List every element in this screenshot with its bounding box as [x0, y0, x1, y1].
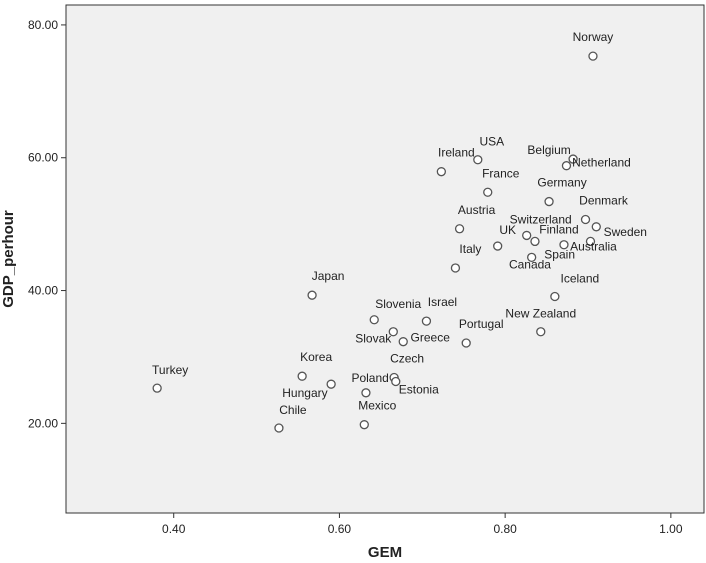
data-point-marker: [421, 316, 432, 326]
data-point-marker: [522, 230, 532, 241]
data-point-marker: [559, 240, 569, 250]
data-point-marker: [461, 338, 471, 348]
data-point-label: Poland: [351, 371, 388, 385]
data-point-marker: [483, 187, 493, 197]
data-point-marker: [369, 315, 379, 325]
data-point-label: Japan: [312, 269, 345, 283]
data-point-marker: [580, 214, 591, 225]
x-tick-label: 1.00: [659, 522, 683, 536]
data-point-marker: [561, 161, 572, 171]
data-point-marker: [152, 383, 162, 393]
data-point-marker: [326, 379, 336, 389]
data-point-label: Israel: [428, 295, 457, 309]
y-axis-title: GDP_perhour: [0, 210, 17, 308]
x-tick-label: 0.40: [162, 522, 186, 536]
data-point-label: Iceland: [561, 272, 600, 286]
y-tick-label: 80.00: [28, 18, 58, 32]
data-point-label: UK: [499, 223, 516, 237]
x-axis: 0.40 0.60 0.80 1.00: [162, 513, 683, 536]
data-point-marker: [544, 196, 554, 207]
data-point-label: Finland: [539, 223, 578, 237]
data-point-marker: [473, 155, 483, 165]
data-point-label: Estonia: [399, 383, 439, 397]
data-point-label: Austria: [458, 203, 496, 217]
data-point-marker: [274, 423, 284, 433]
data-point-marker: [359, 420, 369, 430]
data-point-marker: [588, 51, 598, 61]
x-tick-label: 0.80: [493, 522, 517, 536]
y-tick-label: 40.00: [28, 284, 58, 298]
y-tick-label: 20.00: [28, 416, 58, 430]
plot-area: [65, 4, 705, 514]
data-point-label: Mexico: [358, 399, 396, 413]
data-point-label: Ireland: [438, 146, 475, 160]
data-point-label: USA: [479, 135, 504, 149]
data-point-label: Portugal: [459, 317, 504, 331]
data-point-label: Spain: [544, 247, 575, 261]
data-point-label: Slovenia: [375, 297, 421, 311]
data-point-marker: [297, 371, 307, 381]
data-point-marker: [527, 252, 537, 262]
x-axis-title: GEM: [368, 544, 402, 561]
data-point-label: Denmark: [579, 193, 629, 207]
x-tick-label: 0.60: [328, 522, 352, 536]
data-point-label: New Zealand: [505, 307, 576, 321]
data-point-label: Greece: [411, 331, 451, 345]
data-point-marker: [536, 327, 546, 337]
data-point-label: Chile: [279, 403, 307, 417]
y-axis: 20.00 40.00 60.00 80.00: [28, 18, 66, 430]
data-point-marker: [388, 327, 398, 337]
data-point-label: Norway: [573, 30, 614, 44]
data-point-label: Switzerland: [510, 212, 572, 226]
data-point-label: Turkey: [152, 363, 188, 377]
data-point-label: Hungary: [282, 386, 327, 400]
data-point-marker: [361, 388, 371, 398]
data-point-label: Czech: [390, 352, 424, 366]
data-point-marker: [398, 337, 408, 347]
data-point-label: Belgium: [527, 143, 570, 157]
data-point-label: Sweden: [604, 225, 647, 239]
data-point-marker: [307, 290, 317, 300]
data-point-marker: [450, 263, 461, 273]
data-point-label: Italy: [459, 242, 481, 256]
data-point-marker: [391, 376, 401, 387]
data-point-label: France: [482, 166, 520, 180]
data-point-label: Canada: [509, 257, 551, 271]
data-point-marker: [530, 236, 540, 247]
data-point-label: Netherland: [572, 156, 631, 170]
data-point-marker: [436, 167, 446, 177]
data-point-marker: [493, 241, 503, 251]
data-point-label: Korea: [300, 350, 332, 364]
data-point-label: Slovak: [355, 332, 392, 346]
y-tick-label: 60.00: [28, 151, 58, 165]
data-point-label: Germany: [537, 176, 586, 190]
data-point-marker: [454, 224, 465, 234]
data-point-marker: [550, 291, 560, 302]
data-point-marker: [591, 222, 601, 232]
data-point-marker: [568, 154, 578, 164]
data-point-label: Australia: [570, 239, 617, 253]
data-point-marker: [585, 236, 596, 247]
